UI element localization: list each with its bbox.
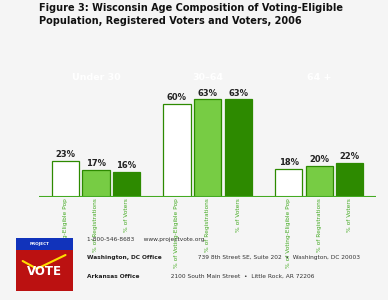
Text: Arkansas Office: Arkansas Office (87, 274, 139, 278)
Text: 64 +: 64 + (307, 73, 331, 82)
Bar (16, 238, 73, 291)
Bar (225, 99, 252, 196)
Bar (275, 169, 302, 196)
Text: 18%: 18% (279, 158, 299, 167)
Text: Washington, DC Office: Washington, DC Office (87, 256, 162, 260)
Bar (163, 104, 191, 196)
Text: 30–64: 30–64 (192, 73, 223, 82)
Text: 16%: 16% (116, 161, 137, 170)
Text: 22%: 22% (340, 152, 360, 161)
Bar (113, 172, 140, 196)
Bar (82, 170, 109, 196)
Text: 1-800-546-8683     www.projectvote.org: 1-800-546-8683 www.projectvote.org (87, 238, 204, 242)
Bar (16, 238, 73, 250)
Text: 63%: 63% (228, 88, 248, 98)
Text: 739 8th Street SE, Suite 202  •  Washington, DC 20003: 739 8th Street SE, Suite 202 • Washingto… (194, 256, 360, 260)
Text: Figure 3: Wisconsin Age Composition of Voting-Eligible
Population, Registered Vo: Figure 3: Wisconsin Age Composition of V… (39, 3, 343, 26)
Text: VOTE: VOTE (26, 265, 62, 278)
Text: 63%: 63% (197, 88, 218, 98)
Bar (52, 161, 79, 197)
Text: 20%: 20% (309, 155, 329, 164)
Text: PROJECT: PROJECT (30, 242, 50, 246)
Text: 2100 South Main Street  •  Little Rock, AR 72206: 2100 South Main Street • Little Rock, AR… (167, 274, 315, 278)
Text: 60%: 60% (167, 93, 187, 102)
Bar (194, 99, 221, 196)
Bar (336, 163, 364, 197)
Bar (306, 166, 333, 197)
Text: Under 30: Under 30 (72, 73, 120, 82)
Text: 23%: 23% (55, 150, 75, 159)
Text: 17%: 17% (86, 159, 106, 168)
